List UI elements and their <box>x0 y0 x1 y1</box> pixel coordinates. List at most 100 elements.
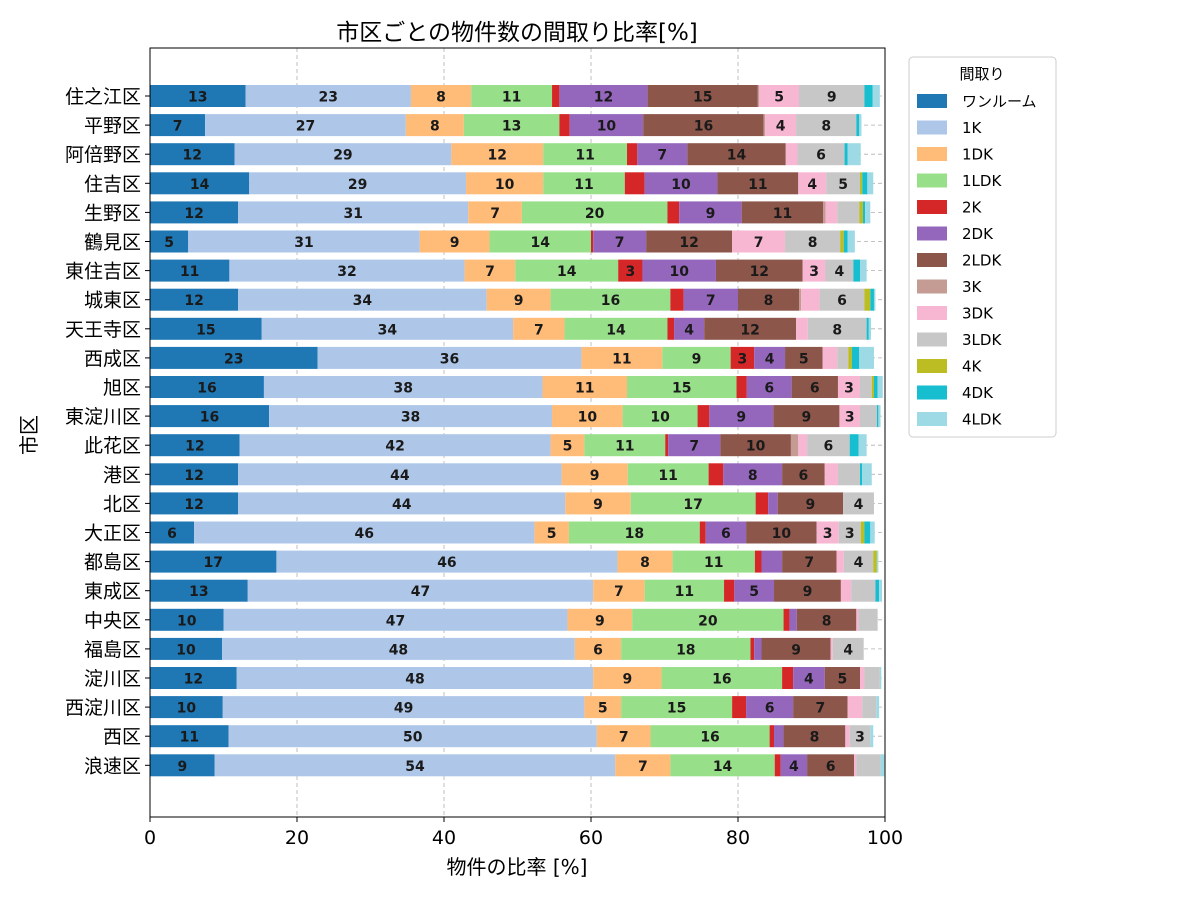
bar-segment <box>150 434 240 457</box>
bar-segment <box>798 434 808 457</box>
bar-segment <box>238 492 566 515</box>
bar-segment <box>699 521 706 544</box>
bar-value-label: 8 <box>808 235 818 251</box>
legend-label: 1LDK <box>962 172 1002 190</box>
bar-segment <box>754 637 762 660</box>
bar-value-label: 7 <box>619 730 629 746</box>
bar-value-label: 11 <box>180 264 199 280</box>
bar-value-label: 6 <box>593 642 603 658</box>
bar-segment <box>567 608 633 631</box>
bar-value-label: 7 <box>706 293 716 309</box>
bar-segment <box>843 230 848 253</box>
bar-segment <box>761 637 831 660</box>
bar-segment <box>624 172 645 195</box>
bar-segment <box>757 85 760 107</box>
x-tick-label: 100 <box>867 827 903 849</box>
bar-segment <box>466 172 544 195</box>
bar-segment <box>796 317 808 340</box>
bar-segment <box>564 317 668 340</box>
y-tick-label: 鶴見区 <box>84 232 141 254</box>
bar-value-label: 4 <box>765 351 775 367</box>
bar-value-label: 17 <box>683 497 702 513</box>
bar-value-label: 6 <box>721 526 731 542</box>
legend-swatch <box>917 173 947 188</box>
bar-segment <box>627 143 638 166</box>
bar-segment <box>822 346 838 369</box>
bar-value-label: 11 <box>502 90 521 106</box>
bar-segment <box>847 143 861 166</box>
bar-value-label: 12 <box>750 264 769 280</box>
bar-value-label: 9 <box>177 759 187 775</box>
bar-segment <box>672 550 755 573</box>
bar-segment <box>542 376 628 398</box>
bar-value-label: 9 <box>450 235 460 251</box>
bar-segment <box>782 550 837 573</box>
bar-segment <box>730 346 755 369</box>
bar-segment <box>150 85 246 107</box>
bar-segment <box>238 463 562 486</box>
bar-segment <box>773 405 840 428</box>
bar-segment <box>838 521 861 544</box>
y-tick-label: 阿倍野区 <box>65 144 141 166</box>
bar-value-label: 49 <box>394 701 413 717</box>
bar-segment <box>618 259 643 282</box>
bar-segment <box>741 201 824 224</box>
bar-segment <box>150 376 264 398</box>
y-tick-label: 東淀川区 <box>65 406 141 428</box>
bar-value-label: 8 <box>810 730 820 746</box>
bar-segment <box>847 230 855 253</box>
legend-swatch <box>917 306 947 320</box>
bar-value-label: 7 <box>815 701 825 717</box>
bar-value-label: 10 <box>176 642 196 658</box>
bar-segment <box>249 172 467 195</box>
bar-segment <box>791 376 838 398</box>
legend-swatch <box>917 94 947 108</box>
y-tick-label: 西成区 <box>84 348 141 370</box>
bar-value-label: 4 <box>807 177 817 193</box>
bar-value-label: 5 <box>164 235 174 251</box>
y-axis-label: 市区 <box>17 415 41 455</box>
bar-value-label: 14 <box>531 235 551 251</box>
bar-segment <box>150 725 229 748</box>
bar-value-label: 14 <box>713 759 733 775</box>
bar-value-label: 16 <box>197 381 216 397</box>
bar-segment <box>559 85 648 107</box>
y-tick-label: 住吉区 <box>84 173 141 195</box>
bar-segment <box>150 637 223 660</box>
bar-segment <box>793 667 825 689</box>
bar-segment <box>851 346 860 369</box>
bar-value-label: 9 <box>806 497 816 513</box>
bar-value-label: 8 <box>436 90 446 106</box>
y-tick-label: 住之江区 <box>65 86 141 108</box>
bar-segment <box>569 114 644 137</box>
bar-value-label: 54 <box>405 759 425 775</box>
bar-value-label: 6 <box>810 381 820 397</box>
bar-segment <box>765 114 797 137</box>
bar-segment <box>593 230 647 253</box>
bar-segment <box>801 288 820 311</box>
bar-segment <box>617 550 673 573</box>
bar-value-label: 14 <box>606 322 626 338</box>
bar-segment <box>824 667 861 689</box>
bar-segment <box>561 463 628 486</box>
bar-segment <box>864 85 873 107</box>
bar-segment <box>188 230 420 253</box>
bar-value-label: 12 <box>184 206 203 222</box>
bar-segment <box>866 317 869 340</box>
bar-segment <box>534 521 569 544</box>
bar-value-label: 38 <box>393 381 412 397</box>
bar-value-label: 47 <box>411 584 430 600</box>
bar-segment <box>782 463 825 486</box>
bar-segment <box>860 376 872 398</box>
bar-value-label: 17 <box>203 555 222 571</box>
bar-segment <box>864 521 871 544</box>
bar-value-label: 11 <box>575 381 594 397</box>
y-tick-label: 淀川区 <box>84 668 141 690</box>
legend-swatch <box>917 359 947 373</box>
bar-value-label: 7 <box>804 555 814 571</box>
bar-segment <box>647 85 758 107</box>
bar-segment <box>777 492 844 515</box>
bar-segment <box>799 85 865 107</box>
bar-segment <box>238 288 487 311</box>
bar-value-label: 5 <box>774 90 784 106</box>
